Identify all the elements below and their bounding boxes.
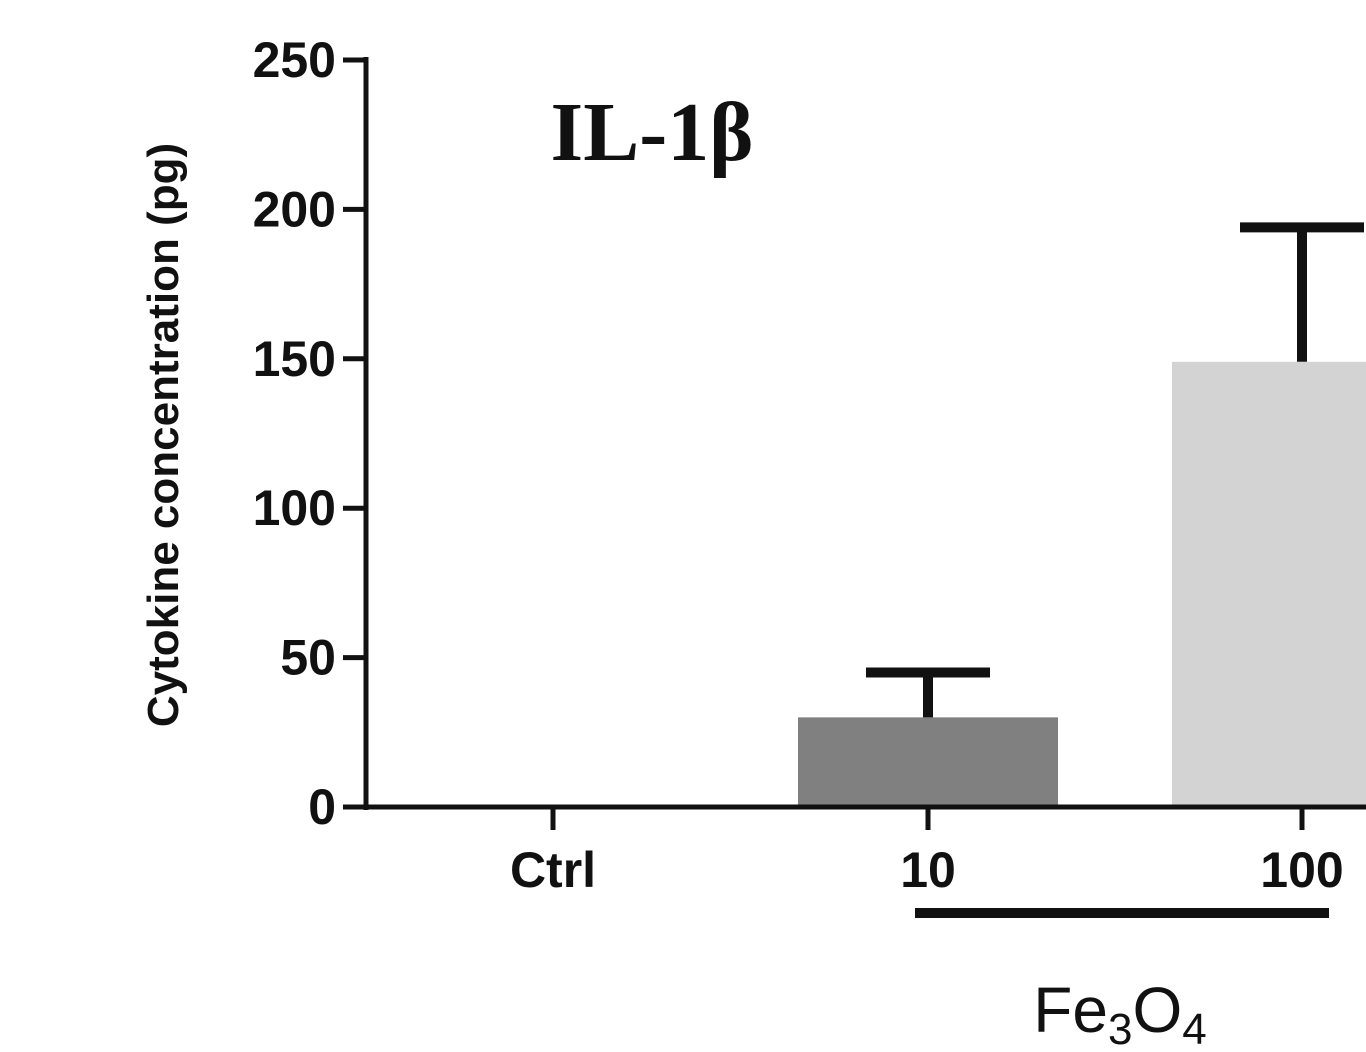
group-label-mid: O	[1132, 974, 1182, 1046]
error-bars-layer	[866, 222, 1364, 718]
x-tick-label: 100	[1260, 842, 1343, 898]
y-tick-label: 150	[253, 331, 336, 387]
group-label-subscript-1: 3	[1108, 1005, 1132, 1052]
y-ticks-layer: 0 50 100 150 200 250	[253, 32, 366, 835]
bar-10	[798, 717, 1058, 807]
y-tick-label: 50	[280, 630, 336, 686]
group-label: Fe3O4	[1033, 974, 1206, 1052]
y-axis-label: Cytokine concentration (pg)	[139, 143, 188, 727]
chart-title: IL-1β	[551, 86, 754, 179]
x-tick-label: 10	[900, 842, 956, 898]
y-tick-label: 0	[308, 779, 336, 835]
group-label-subscript-2: 4	[1182, 1005, 1206, 1052]
bars-layer	[798, 361, 1366, 807]
x-ticks-layer: Ctrl 10 100	[510, 807, 1344, 898]
y-tick-label: 100	[253, 480, 336, 536]
x-tick-label: Ctrl	[510, 842, 596, 898]
y-tick-label: 200	[253, 181, 336, 237]
bar-100	[1172, 361, 1366, 807]
axes-layer	[363, 57, 1366, 810]
group-label-main: Fe	[1033, 974, 1108, 1046]
y-tick-label: 250	[253, 32, 336, 88]
